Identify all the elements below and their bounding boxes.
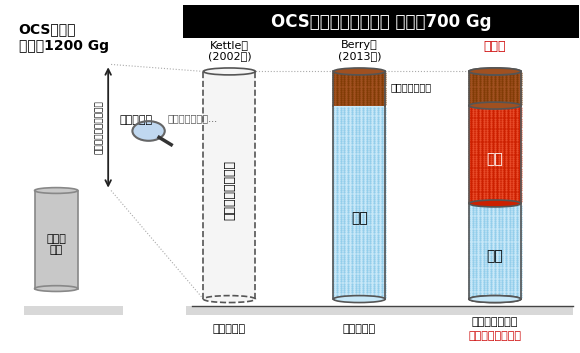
Bar xyxy=(35,191,78,288)
Bar xyxy=(334,71,385,106)
FancyBboxPatch shape xyxy=(186,306,573,315)
Ellipse shape xyxy=(35,188,78,193)
Text: 海洋: 海洋 xyxy=(487,249,503,263)
FancyBboxPatch shape xyxy=(24,306,122,315)
Ellipse shape xyxy=(469,68,521,75)
Text: 起源が不明: 起源が不明 xyxy=(213,324,246,334)
Ellipse shape xyxy=(334,295,385,303)
Bar xyxy=(469,203,521,299)
Bar xyxy=(469,106,521,203)
Text: 人為活動も大事！: 人為活動も大事！ xyxy=(469,331,521,341)
Text: 海洋だけでなく: 海洋だけでなく xyxy=(472,317,518,327)
Text: Kettleら
(2002年): Kettleら (2002年) xyxy=(208,40,251,61)
Circle shape xyxy=(132,121,165,141)
Bar xyxy=(469,71,521,106)
Text: 未知の起源: 未知の起源 xyxy=(119,115,153,125)
Ellipse shape xyxy=(469,295,521,303)
Ellipse shape xyxy=(204,295,255,303)
Text: OCS生成量
年間約1200 Gg: OCS生成量 年間約1200 Gg xyxy=(19,22,108,53)
Ellipse shape xyxy=(469,200,521,207)
Ellipse shape xyxy=(204,68,255,75)
Text: ミッシングソース: ミッシングソース xyxy=(223,160,236,220)
Ellipse shape xyxy=(469,295,521,303)
Text: （ミッシングソース）: （ミッシングソース） xyxy=(95,101,104,154)
Text: 海洋: 海洋 xyxy=(351,211,368,225)
Text: Berryら
(2013年): Berryら (2013年) xyxy=(338,40,381,61)
FancyBboxPatch shape xyxy=(183,5,579,38)
Ellipse shape xyxy=(334,68,385,75)
Text: 本研究: 本研究 xyxy=(484,40,506,53)
Text: 人為: 人為 xyxy=(487,152,503,166)
Ellipse shape xyxy=(469,68,521,75)
Ellipse shape xyxy=(35,286,78,292)
Bar xyxy=(334,106,385,299)
Text: バイオマス燃焼: バイオマス燃焼 xyxy=(391,82,432,92)
Text: 拡大してみると...: 拡大してみると... xyxy=(168,113,218,123)
Text: OCSミッシングソース 年間約700 Gg: OCSミッシングソース 年間約700 Gg xyxy=(271,12,491,30)
Text: 既知の
起源: 既知の 起源 xyxy=(46,234,66,255)
Bar xyxy=(204,71,255,299)
Text: 海洋由来説: 海洋由来説 xyxy=(343,324,376,334)
Ellipse shape xyxy=(469,102,521,109)
